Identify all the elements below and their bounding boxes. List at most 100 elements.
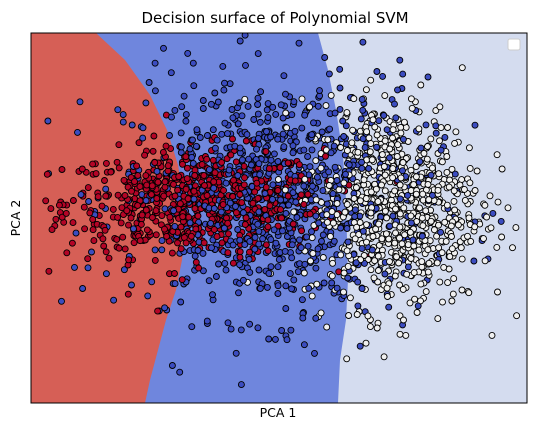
- scatter-point: [224, 219, 232, 227]
- scatter-point: [196, 134, 204, 141]
- scatter-point: [207, 100, 215, 108]
- scatter-point: [436, 103, 444, 111]
- scatter-point: [148, 214, 156, 221]
- scatter-point: [89, 215, 97, 223]
- scatter-point: [241, 33, 249, 39]
- scatter-point: [396, 281, 404, 289]
- scatter-point: [415, 246, 423, 254]
- scatter-point: [262, 183, 270, 191]
- scatter-point: [430, 226, 438, 234]
- scatter-point: [331, 163, 339, 171]
- scatter-point: [160, 44, 167, 52]
- scatter-point: [350, 95, 358, 103]
- scatter-point: [444, 124, 452, 131]
- scatter-point: [217, 208, 225, 216]
- scatter-point: [254, 101, 262, 108]
- scatter-point: [305, 284, 313, 292]
- scatter-point: [336, 105, 344, 113]
- scatter-point: [225, 230, 232, 238]
- scatter-point: [306, 163, 314, 171]
- scatter-point: [318, 128, 326, 136]
- scatter-point: [344, 274, 352, 282]
- scatter-point: [159, 148, 167, 156]
- scatter-point: [102, 159, 110, 167]
- scatter-point: [221, 79, 228, 87]
- scatter-point: [362, 86, 370, 94]
- scatter-point: [427, 135, 435, 143]
- scatter-point: [89, 226, 97, 234]
- scatter-point: [243, 131, 251, 139]
- scatter-point: [358, 285, 366, 293]
- scatter-point: [256, 171, 264, 179]
- scatter-point: [121, 245, 129, 253]
- scatter-point: [94, 193, 102, 201]
- scatter-point: [69, 219, 77, 227]
- scatter-point: [264, 216, 272, 224]
- scatter-point: [336, 84, 344, 92]
- scatter-point: [351, 213, 359, 220]
- scatter-point: [454, 221, 462, 229]
- scatter-point: [392, 114, 400, 122]
- scatter-point: [350, 195, 358, 202]
- decision-region-red: [31, 33, 185, 403]
- scatter-point: [69, 197, 77, 204]
- scatter-point: [497, 217, 505, 225]
- scatter-point: [294, 268, 302, 276]
- scatter-point: [166, 213, 174, 221]
- scatter-point: [317, 309, 325, 317]
- scatter-point: [241, 221, 249, 228]
- scatter-point: [452, 128, 460, 136]
- scatter-point: [417, 144, 425, 152]
- scatter-point: [214, 98, 222, 106]
- scatter-point: [107, 168, 115, 176]
- scatter-point: [161, 205, 169, 213]
- scatter-point: [114, 213, 122, 221]
- scatter-point: [410, 269, 418, 277]
- legend-box: [507, 38, 521, 51]
- scatter-point: [136, 183, 144, 191]
- scatter-point: [344, 262, 352, 270]
- scatter-point: [335, 186, 343, 194]
- scatter-point: [254, 220, 262, 228]
- scatter-point: [203, 132, 211, 140]
- scatter-point: [439, 298, 446, 306]
- scatter-point: [274, 135, 282, 143]
- scatter-point: [192, 225, 200, 233]
- scatter-point: [115, 164, 123, 172]
- scatter-point: [117, 219, 125, 227]
- scatter-point: [339, 117, 347, 125]
- scatter-point: [391, 272, 399, 280]
- scatter-point: [265, 165, 273, 173]
- scatter-point: [47, 205, 55, 213]
- scatter-point: [358, 245, 366, 253]
- scatter-point: [380, 163, 388, 170]
- scatter-point: [312, 264, 320, 272]
- scatter-point: [445, 183, 453, 191]
- scatter-point: [114, 106, 122, 114]
- scatter-point: [205, 166, 213, 174]
- scatter-point: [242, 137, 250, 145]
- scatter-point: [274, 158, 282, 165]
- scatter-point: [149, 147, 157, 155]
- scatter-point: [118, 204, 126, 212]
- scatter-point: [493, 151, 501, 159]
- scatter-point: [186, 145, 194, 153]
- scatter-point: [378, 235, 386, 243]
- scatter-point: [410, 242, 418, 250]
- scatter-point: [102, 192, 110, 200]
- scatter-point: [236, 248, 244, 256]
- scatter-point: [342, 170, 349, 178]
- scatter-point: [434, 186, 442, 194]
- scatter-point: [447, 222, 455, 230]
- scatter-point: [432, 107, 440, 115]
- scatter-point: [306, 210, 314, 218]
- scatter-point: [391, 187, 399, 195]
- scatter-point: [324, 136, 332, 144]
- scatter-point: [199, 97, 207, 104]
- scatter-point: [99, 235, 107, 243]
- scatter-point: [289, 189, 297, 197]
- scatter-point: [179, 160, 186, 168]
- scatter-point: [182, 111, 190, 119]
- scatter-point: [179, 213, 187, 221]
- scatter-point: [448, 245, 456, 253]
